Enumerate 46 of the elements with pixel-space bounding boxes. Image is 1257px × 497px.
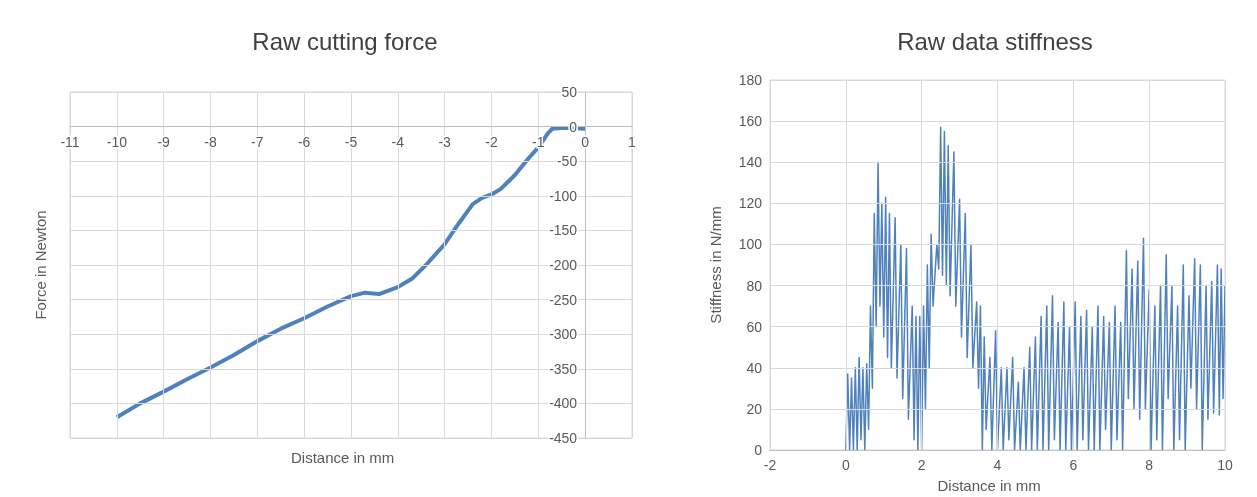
y-tick-label: 60 [746, 318, 763, 335]
x-tick-label: -6 [297, 133, 311, 150]
y-tick-label: -250 [549, 291, 578, 308]
x-tick-label: 0 [581, 133, 590, 150]
y-tick-label: -450 [549, 430, 578, 446]
y-tick-label: 160 [738, 113, 763, 130]
y-axis-title: Stiffness in N/mm [706, 206, 724, 324]
x-tick-label: -8 [204, 133, 217, 150]
x-tick-label: -9 [157, 133, 171, 150]
y-tick-label: 100 [738, 236, 763, 253]
x-tick-label: 4 [993, 457, 1002, 473]
x-axis-title: Distance in mm [937, 477, 1041, 494]
y-tick-label: 120 [738, 195, 763, 212]
line-series [845, 126, 1226, 451]
x-tick-label: -4 [391, 133, 405, 150]
chart-title: Raw cutting force [252, 27, 438, 55]
y-axis-title: Force in Newton [31, 210, 49, 320]
x-tick-label: -10 [106, 133, 128, 150]
y-tick-label: 0 [754, 442, 763, 458]
x-tick-label: 8 [1145, 457, 1154, 473]
y-tick-label: -400 [549, 395, 578, 412]
y-tick-label: 20 [746, 400, 763, 417]
y-tick-label: -50 [556, 153, 578, 170]
x-axis-title: Distance in mm [291, 449, 395, 466]
chart-title: Raw data stiffness [897, 27, 1093, 55]
y-tick-label: 40 [746, 359, 763, 376]
y-tick-label: -350 [549, 360, 578, 377]
x-tick-label: 10 [1217, 457, 1233, 473]
x-tick-label: 1 [628, 133, 637, 150]
x-tick-label: 0 [841, 457, 850, 473]
x-tick-label: 6 [1069, 457, 1078, 473]
y-tick-label: 140 [738, 154, 763, 171]
y-tick-label: -150 [549, 222, 578, 239]
x-tick-label: -7 [251, 133, 264, 150]
y-tick-label: 50 [561, 84, 578, 100]
y-tick-label: -200 [549, 257, 578, 273]
x-tick-label: 2 [917, 457, 926, 473]
x-tick-label: -2 [485, 133, 498, 150]
y-tick-label: 80 [746, 277, 763, 294]
x-tick-label: -2 [763, 457, 777, 473]
x-tick-label: -5 [344, 133, 358, 150]
y-tick-label: -100 [549, 187, 578, 204]
x-tick-label: -3 [438, 133, 452, 150]
x-tick-label: -11 [60, 133, 80, 150]
y-tick-label: 180 [738, 72, 763, 88]
y-tick-label: -300 [549, 326, 578, 343]
